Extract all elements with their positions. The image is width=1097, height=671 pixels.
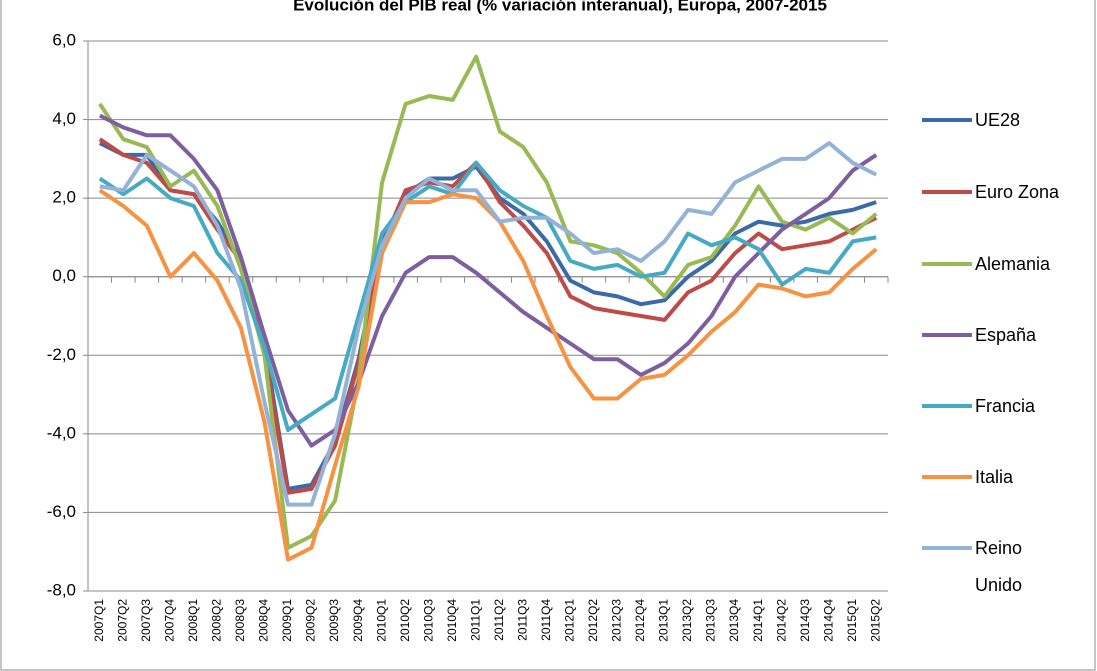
x-tick-label: 2009Q2 [304, 599, 318, 642]
x-tick-label: 2014Q4 [821, 599, 835, 642]
legend-label: Reino Unido [975, 538, 1023, 595]
y-tick-label: 2,0 [52, 188, 76, 207]
x-tick-label: 2012Q4 [633, 599, 647, 642]
chart-title: Evolución del PIB real (% variación inte… [293, 0, 827, 14]
series-line [99, 141, 878, 507]
x-tick-label: 2012Q3 [610, 599, 624, 642]
series-line [98, 160, 877, 432]
legend-label: Alemania [975, 254, 1051, 274]
x-tick-label: 2013Q2 [680, 599, 694, 642]
legend-label: UE28 [975, 110, 1021, 130]
x-tick-label: 2014Q2 [774, 599, 788, 642]
y-tick-label: -8,0 [47, 580, 76, 599]
legend-label: Euro Zona [975, 182, 1060, 202]
x-tick-label: 2012Q1 [563, 599, 577, 642]
x-tick-label: 2010Q4 [445, 599, 459, 642]
y-tick-label: -2,0 [47, 345, 76, 364]
x-tick-label: 2015Q1 [845, 599, 859, 642]
x-tick-label: 2008Q3 [233, 599, 247, 642]
series-line [98, 113, 878, 448]
x-tick-label: 2013Q3 [704, 599, 718, 642]
y-tick-label: -6,0 [47, 502, 76, 521]
series-line [98, 188, 878, 562]
x-tick-label: 2007Q2 [115, 599, 129, 642]
x-tick-label: 2013Q1 [657, 599, 671, 642]
x-tick-label: 2014Q1 [751, 599, 765, 642]
x-tick-label: 2009Q4 [351, 599, 365, 642]
y-tick-label: 0,0 [52, 266, 76, 285]
x-tick-label: 2008Q2 [210, 599, 224, 642]
x-tick-label: 2010Q1 [374, 599, 388, 642]
x-tick-label: 2008Q1 [186, 599, 200, 642]
x-tick-label: 2011Q1 [468, 599, 482, 641]
x-tick-label: 2013Q4 [727, 599, 741, 642]
legend-label: Italia [975, 467, 1014, 487]
x-tick-label: 2011Q3 [515, 599, 529, 641]
x-tick-label: 2012Q2 [586, 599, 600, 642]
x-tick-label: 2009Q1 [280, 599, 294, 642]
x-tick-label: 2007Q3 [139, 599, 153, 642]
series-line [98, 54, 878, 550]
legend-label: España [975, 325, 1037, 345]
x-tick-label: 2008Q4 [257, 599, 271, 642]
y-tick-label: 4,0 [52, 109, 76, 128]
x-tick-label: 2014Q3 [798, 599, 812, 642]
x-tick-label: 2009Q3 [327, 599, 341, 642]
x-tick-label: 2011Q4 [539, 599, 553, 641]
y-tick-label: 6,0 [52, 30, 76, 49]
x-tick-label: 2010Q2 [398, 599, 412, 642]
x-tick-label: 2011Q2 [492, 599, 506, 641]
legend-label: Francia [975, 396, 1036, 416]
x-tick-label: 2010Q3 [421, 599, 435, 642]
x-tick-label: 2015Q2 [868, 599, 882, 642]
x-tick-label: 2007Q4 [163, 599, 177, 642]
y-tick-label: -4,0 [47, 423, 76, 442]
x-tick-label: 2007Q1 [92, 599, 106, 642]
